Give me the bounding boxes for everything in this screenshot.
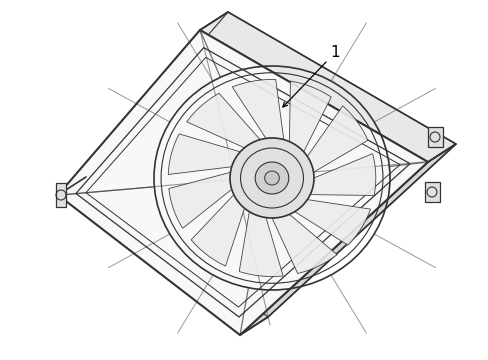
Text: 1: 1 <box>329 45 339 59</box>
Polygon shape <box>56 183 66 207</box>
Polygon shape <box>271 214 336 274</box>
Polygon shape <box>294 199 370 245</box>
Ellipse shape <box>255 162 288 194</box>
Polygon shape <box>424 182 439 202</box>
Polygon shape <box>58 30 427 335</box>
Polygon shape <box>427 127 442 147</box>
Polygon shape <box>186 93 260 148</box>
Polygon shape <box>232 80 283 140</box>
Ellipse shape <box>264 171 279 185</box>
Polygon shape <box>168 172 231 228</box>
Polygon shape <box>191 194 244 266</box>
Polygon shape <box>200 12 455 162</box>
Polygon shape <box>309 154 375 195</box>
Polygon shape <box>306 106 367 172</box>
Polygon shape <box>240 144 455 335</box>
Ellipse shape <box>229 138 313 218</box>
Polygon shape <box>168 134 240 175</box>
Polygon shape <box>239 212 283 276</box>
Polygon shape <box>289 81 330 152</box>
